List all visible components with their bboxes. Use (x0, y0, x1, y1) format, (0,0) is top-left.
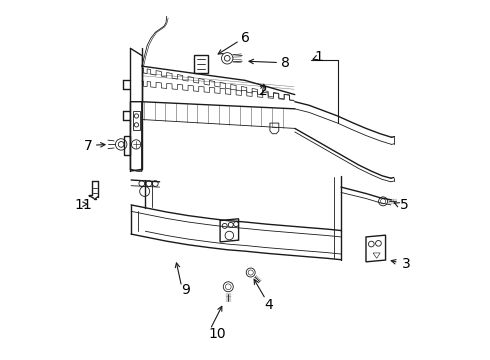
Text: 4: 4 (265, 298, 273, 312)
Text: 8: 8 (281, 55, 290, 69)
Text: 10: 10 (209, 327, 226, 341)
Text: 5: 5 (400, 198, 409, 212)
Text: 6: 6 (241, 31, 249, 45)
Text: 9: 9 (181, 283, 190, 297)
Text: 11: 11 (75, 198, 93, 212)
Text: 1: 1 (315, 50, 323, 64)
Text: 2: 2 (259, 84, 268, 98)
Text: 3: 3 (402, 257, 410, 271)
Text: 7: 7 (84, 139, 93, 153)
